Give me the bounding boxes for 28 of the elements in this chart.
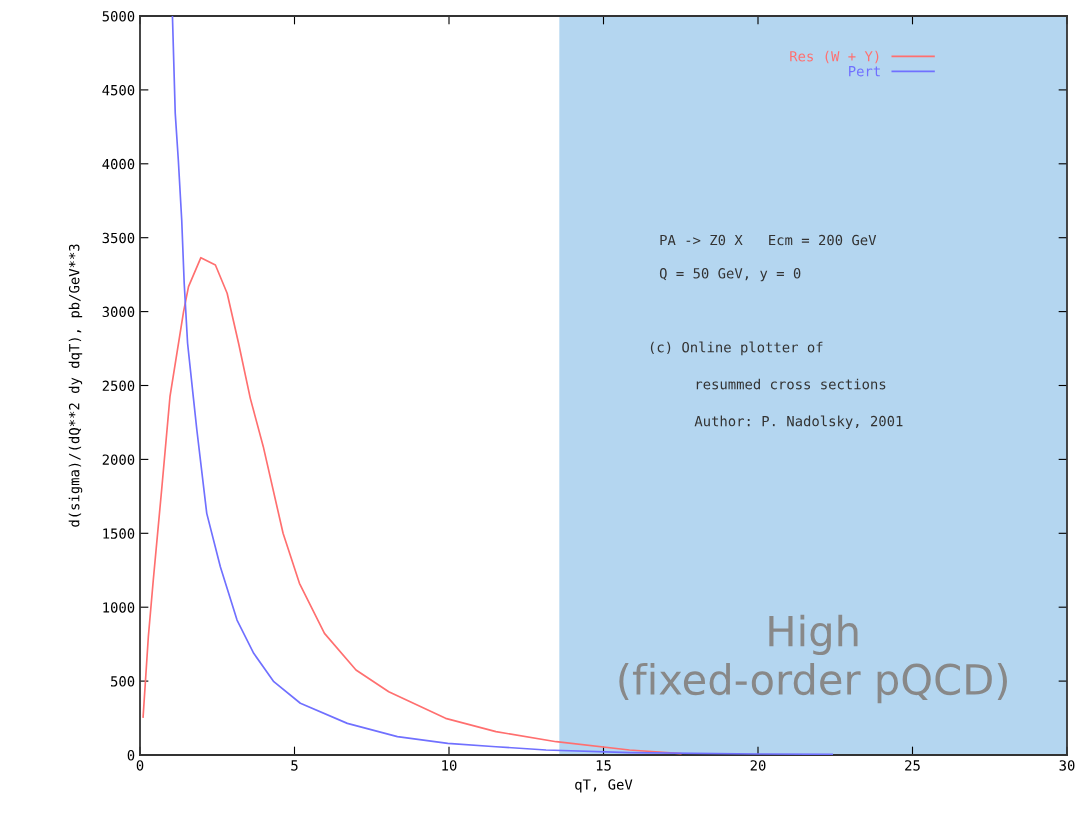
annotation: (c) Online plotter of <box>650 341 823 356</box>
legend-label: Res (W + Y) <box>790 50 879 64</box>
y-tick-label: 2000 <box>102 454 135 465</box>
y-tick-label: 0 <box>127 750 135 761</box>
x-tick-label: 25 <box>905 760 920 771</box>
annotation: Author: P. Nadolsky, 2001 <box>694 415 903 430</box>
x-tick-label: 30 <box>1059 760 1075 771</box>
y-tick-label: 4500 <box>102 84 135 96</box>
y-tick-label: 1500 <box>103 528 135 539</box>
x-axis-title: qT, GeV <box>575 779 633 793</box>
annotation: PA -> Z0 X Ecm = 200 GeV <box>660 234 877 246</box>
y-tick-label: 2500 <box>102 380 135 392</box>
y-tick-label: 4000 <box>102 158 135 170</box>
legend-label: Pert <box>849 66 880 77</box>
y-tick-label: 3500 <box>102 232 135 244</box>
y-axis-title: d(sigma)/(dQ**2 dy dqT), pb/GeV**3 <box>68 244 83 527</box>
x-tick-label: 0 <box>136 760 144 771</box>
x-tick-label: 10 <box>442 760 457 771</box>
y-tick-label: 3000 <box>102 306 135 318</box>
annotation: Q = 50 GeV, y = 0 <box>659 268 801 282</box>
y-tick-label: 5000 <box>102 11 135 22</box>
y-tick-label: 500 <box>111 676 135 687</box>
x-tick-label: 20 <box>750 760 766 771</box>
annotation: resummed cross sections <box>696 378 886 390</box>
band-label: High (fixed-order pQCD) <box>619 614 1007 704</box>
y-tick-label: 1000 <box>103 602 135 613</box>
x-tick-label: 15 <box>596 760 611 771</box>
x-tick-label: 5 <box>291 760 298 771</box>
